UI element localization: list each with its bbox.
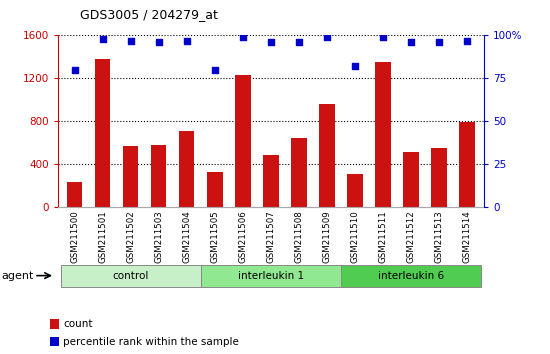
Text: GSM211509: GSM211509 (322, 210, 332, 263)
Text: GSM211513: GSM211513 (434, 210, 444, 263)
Text: GSM211502: GSM211502 (126, 210, 135, 263)
Point (350, 63, 359, 69)
Text: percentile rank within the sample: percentile rank within the sample (63, 337, 239, 347)
Point (434, 39, 443, 45)
Text: GSM211501: GSM211501 (98, 210, 107, 263)
Point (239, 34, 248, 40)
Text: GSM211507: GSM211507 (266, 210, 276, 263)
Text: interleukin 6: interleukin 6 (378, 270, 444, 281)
Bar (151, 145, 167, 207)
Text: GSM211512: GSM211512 (406, 210, 416, 263)
Text: GSM211510: GSM211510 (350, 210, 360, 263)
Bar (95, 59, 111, 207)
Bar (459, 122, 475, 207)
Point (406, 39, 415, 45)
Bar (431, 148, 447, 207)
Point (98, 36, 107, 42)
Text: GSM211504: GSM211504 (182, 210, 191, 263)
Text: control: control (112, 270, 149, 281)
Point (126, 38, 135, 44)
Point (183, 38, 191, 44)
Bar (201, 265, 341, 287)
Bar (123, 146, 139, 207)
Text: agent: agent (1, 270, 34, 281)
Bar (179, 131, 195, 207)
Point (266, 39, 275, 45)
Text: GSM211506: GSM211506 (238, 210, 248, 263)
Text: GSM211508: GSM211508 (294, 210, 304, 263)
Bar (67, 182, 82, 207)
Point (155, 39, 163, 45)
Text: GSM211503: GSM211503 (154, 210, 163, 263)
Text: GSM211511: GSM211511 (378, 210, 388, 263)
Bar (207, 172, 223, 207)
Bar (319, 104, 334, 207)
Bar (263, 154, 279, 207)
Bar (341, 265, 481, 287)
Point (70, 67, 79, 73)
Point (294, 39, 303, 45)
Bar (375, 62, 390, 207)
Point (463, 38, 471, 44)
Point (322, 34, 331, 40)
Point (211, 67, 219, 73)
Text: GSM211500: GSM211500 (70, 210, 79, 263)
Bar (291, 138, 307, 207)
Text: count: count (63, 319, 93, 329)
Text: interleukin 1: interleukin 1 (238, 270, 304, 281)
Text: GSM211505: GSM211505 (210, 210, 219, 263)
Bar (235, 75, 251, 207)
Text: GSM211514: GSM211514 (463, 210, 472, 263)
Point (378, 34, 387, 40)
Bar (347, 174, 362, 207)
Bar (60, 265, 201, 287)
Text: GDS3005 / 204279_at: GDS3005 / 204279_at (80, 8, 218, 21)
Bar (403, 152, 419, 207)
